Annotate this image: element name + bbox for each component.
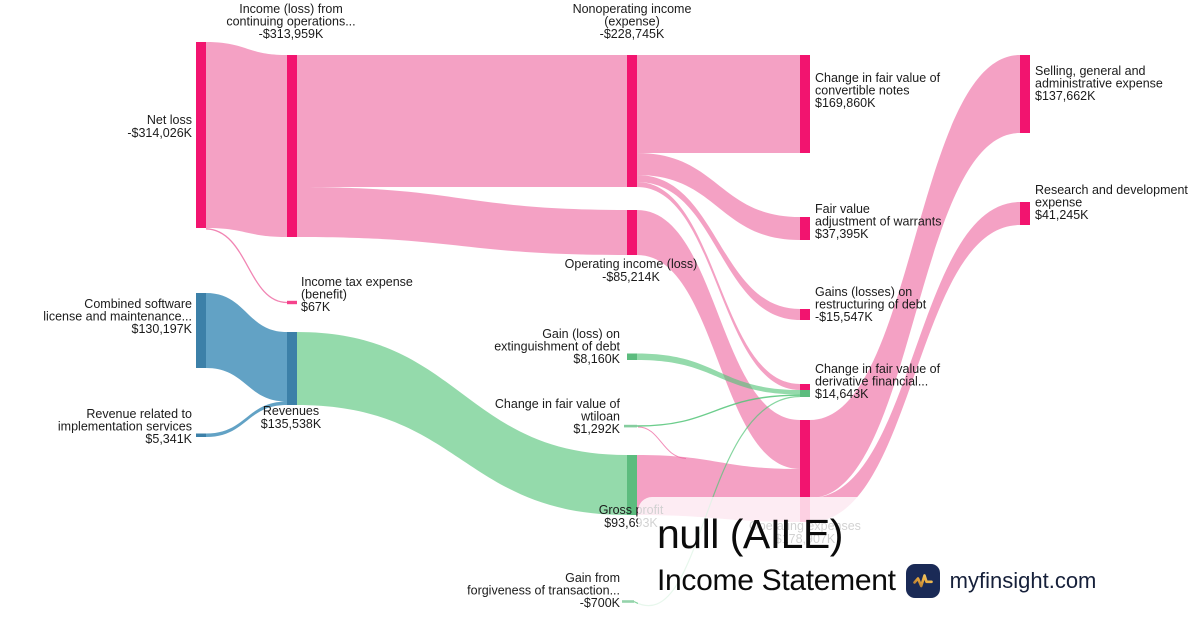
label-combined-software-2: license and maintenance... (43, 310, 192, 324)
flow-nonop-to-convnotes (637, 55, 800, 153)
label-convertible-notes-value: $169,860K (815, 96, 876, 110)
sankey-labels: Net loss -$314,026K Income (loss) from c… (43, 2, 1188, 610)
label-rnd: Research and development (1035, 183, 1188, 197)
statement-title: Income Statement (657, 564, 896, 598)
label-income-cont-ops-value: -$313,959K (259, 27, 324, 41)
flow-nonop-to-warrants (637, 153, 800, 240)
flow-netloss-to-contops (206, 42, 287, 237)
label-combined-software: Combined software (84, 297, 192, 311)
label-income-tax: Income tax expense (301, 275, 413, 289)
node-revenue-impl (196, 433, 206, 437)
flow-combined-to-revenues (206, 293, 287, 402)
label-nonoperating: Nonoperating income (573, 2, 692, 16)
label-operating-income: Operating income (loss) (565, 257, 698, 271)
flow-contops-to-opincome (297, 187, 627, 255)
label-extinguishment-value: $8,160K (573, 352, 620, 366)
node-restructuring (800, 309, 810, 320)
label-warrants-value: $37,395K (815, 227, 869, 241)
label-derivative: Change in fair value of (815, 362, 941, 376)
label-nonoperating-2: (expense) (604, 15, 660, 29)
label-forgiveness-value: -$700K (580, 596, 621, 610)
label-wtiloan: Change in fair value of (495, 397, 621, 411)
node-income-cont-ops (287, 55, 297, 237)
node-forgiveness (622, 600, 634, 603)
flow-contops-to-nonop (297, 55, 627, 187)
label-income-cont-ops-2: continuing operations... (226, 15, 355, 29)
label-sga-value: $137,662K (1035, 89, 1096, 103)
label-operating-income-value: -$85,214K (602, 270, 660, 284)
label-warrants-2: adjustment of warrants (815, 215, 941, 229)
label-income-cont-ops: Income (loss) from (239, 2, 343, 16)
node-combined-software (196, 293, 206, 368)
label-wtiloan-2: wtiloan (580, 410, 620, 424)
node-extinguishment (627, 353, 637, 360)
node-operating-income (627, 210, 637, 255)
node-income-tax (287, 300, 297, 305)
label-rnd-2: expense (1035, 196, 1082, 210)
label-sga-2: administrative expense (1035, 77, 1163, 91)
flow-revenues-to-grossprofit (297, 332, 627, 515)
label-income-tax-value: $67K (301, 300, 331, 314)
node-nonoperating (627, 55, 637, 187)
label-revenue-impl: Revenue related to (86, 407, 192, 421)
flow-extinguishment-to-derivative (637, 353, 800, 395)
node-net-loss (196, 42, 206, 228)
flow-opincome-to-opex (637, 210, 800, 469)
label-extinguishment-2: extinguishment of debt (494, 340, 620, 354)
label-forgiveness: Gain from (565, 571, 620, 585)
label-derivative-value: $14,643K (815, 387, 869, 401)
label-restructuring-2: restructuring of debt (815, 298, 927, 312)
label-restructuring-value: -$15,547K (815, 310, 873, 324)
label-convertible-notes-2: convertible notes (815, 84, 910, 98)
title-block: null (AILE) Income Statement myfinsight.… (657, 511, 1097, 599)
label-extinguishment: Gain (loss) on (542, 327, 620, 341)
label-revenue-impl-2: implementation services (58, 420, 192, 434)
sankey-nodes (196, 42, 1030, 603)
node-sga (1020, 55, 1030, 133)
label-revenues-value: $135,538K (261, 417, 322, 431)
label-combined-software-value: $130,197K (132, 322, 193, 336)
node-warrants (800, 217, 810, 240)
node-convertible-notes (800, 55, 810, 153)
label-net-loss-value: -$314,026K (127, 126, 192, 140)
label-rnd-value: $41,245K (1035, 208, 1089, 222)
node-gross-profit (627, 455, 637, 515)
flow-nonop-to-derivative (637, 182, 800, 390)
label-net-loss: Net loss (147, 113, 192, 127)
label-wtiloan-value: $1,292K (573, 422, 620, 436)
flow-implementation-to-revenues (206, 401, 287, 437)
pulse-icon (912, 574, 933, 588)
label-revenues: Revenues (263, 404, 319, 418)
node-wtiloan (624, 424, 637, 428)
node-revenues (287, 332, 297, 405)
label-restructuring: Gains (losses) on (815, 285, 912, 299)
flow-wtiloan-to-opex-thin (637, 426, 687, 459)
node-rnd (1020, 202, 1030, 225)
flow-netloss-to-tax (205, 228, 288, 304)
flow-opex-to-sga (810, 55, 1020, 498)
label-revenue-impl-value: $5,341K (145, 432, 192, 446)
label-sga: Selling, general and (1035, 64, 1146, 78)
node-derivative-pink (800, 384, 810, 390)
label-derivative-2: derivative financial... (815, 375, 928, 389)
node-derivative-green (800, 390, 810, 397)
myfinsight-logo-icon (905, 564, 940, 599)
label-warrants: Fair value (815, 202, 870, 216)
label-convertible-notes: Change in fair value of (815, 71, 941, 85)
flow-wtiloan-to-derivative (636, 394, 801, 427)
company-title: null (AILE) (657, 511, 843, 557)
flow-nonop-to-restructuring (637, 175, 800, 320)
brand-name: myfinsight.com (949, 568, 1097, 594)
label-nonoperating-value: -$228,745K (600, 27, 665, 41)
node-operating-expenses (800, 420, 810, 522)
label-income-tax-2: (benefit) (301, 288, 347, 302)
label-forgiveness-2: forgiveness of transaction... (467, 584, 620, 598)
flow-opex-to-rnd (810, 202, 1020, 522)
